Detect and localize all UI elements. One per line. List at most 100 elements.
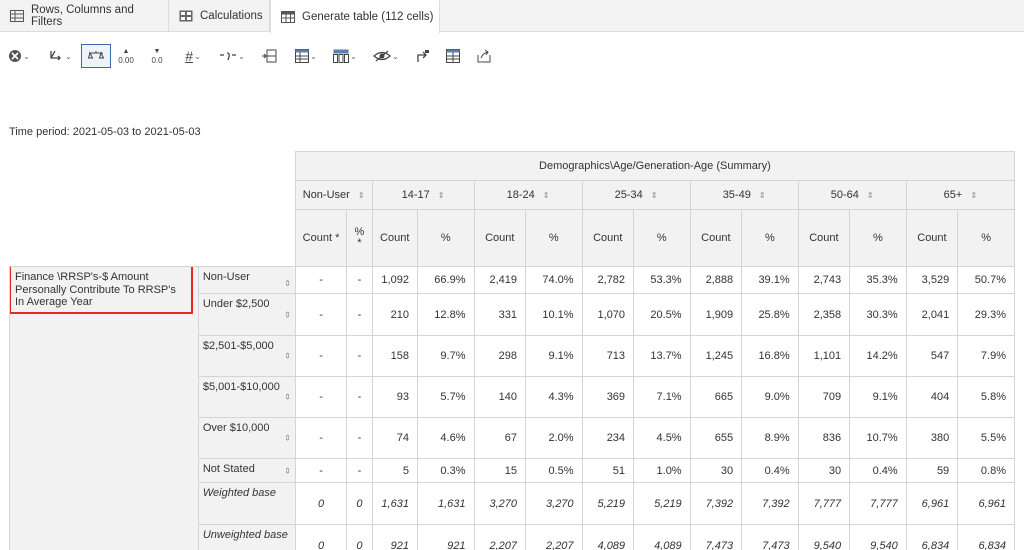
- table-cell: 921: [371, 524, 418, 550]
- decrease-decimals-button[interactable]: ▼ 0.0: [145, 44, 169, 68]
- table-view-button[interactable]: [443, 44, 463, 68]
- table-cell: 9.0%: [741, 376, 799, 418]
- increase-decimals-button[interactable]: ▲ 0.00: [114, 44, 138, 68]
- no-data-icon: [9, 50, 22, 62]
- sort-icon[interactable]: ⇕: [437, 191, 445, 200]
- table-cell: 5: [371, 458, 418, 483]
- toolbar: ⌄ ⌄ ▲ 0.00 ▼ 0.0 # ⌄ ⌄ ⌄ ⌄ ⌄: [0, 38, 1024, 72]
- table-cell: -: [294, 293, 348, 336]
- group-header-row: Non-User ⇕ 14-17 ⇕ 18-24 ⇕ 25-34 ⇕ 35-49 ⇕ 50…: [9, 180, 1016, 210]
- table-cell: 9,540: [849, 524, 907, 550]
- table-cell: 16.8%: [741, 335, 799, 377]
- table-cell: 51: [581, 458, 635, 483]
- sort-icon[interactable]: ⇕: [866, 191, 874, 200]
- export-icon: [477, 49, 491, 63]
- significance-button[interactable]: [81, 44, 111, 68]
- column-group-header[interactable]: 25-34 ⇕: [581, 180, 691, 210]
- table-cell: 67: [473, 417, 526, 459]
- sort-icon[interactable]: ⇕: [284, 433, 291, 443]
- table-cell: 547: [905, 335, 959, 377]
- table-cell: -: [346, 458, 373, 483]
- column-header: Count: [371, 209, 418, 267]
- column-header: Count: [473, 209, 526, 267]
- number-format-button[interactable]: # ⌄: [185, 48, 201, 64]
- swap-icon: [417, 50, 429, 62]
- table-cell: 29.3%: [957, 293, 1015, 336]
- columns-layout-button[interactable]: ⌄: [331, 44, 359, 68]
- sort-icon[interactable]: ⇕: [758, 191, 766, 200]
- tab-generate-table[interactable]: Generate table (112 cells): [270, 0, 440, 33]
- dash-format-button[interactable]: ⌄: [217, 44, 247, 68]
- columns-layout-icon: [333, 49, 350, 63]
- row-label-text: Unweighted base: [202, 529, 288, 541]
- column-group-header[interactable]: 65+ ⇕: [905, 180, 1016, 210]
- table-cell: 5.8%: [957, 376, 1015, 418]
- column-header: Count: [905, 209, 959, 267]
- tab-bar: Rows, Columns and Filters Calculations G…: [0, 0, 1024, 33]
- table-cell: -: [346, 417, 373, 459]
- sort-icon[interactable]: ⇕: [284, 466, 291, 475]
- sort-icon[interactable]: ⇕: [542, 191, 550, 200]
- row-label-text: Not Stated: [202, 463, 255, 475]
- merge-button[interactable]: ⌄: [46, 44, 74, 68]
- table-cell: 5.5%: [957, 417, 1015, 459]
- visibility-button[interactable]: ⌄: [372, 44, 400, 68]
- table-cell: -: [294, 376, 348, 418]
- tab-label: Generate table (112 cells): [302, 10, 434, 23]
- export-button[interactable]: [474, 44, 494, 68]
- table-cell: 7,392: [741, 482, 799, 525]
- table-cell: 4.5%: [633, 417, 691, 459]
- sort-icon[interactable]: ⇕: [970, 191, 978, 200]
- no-data-button[interactable]: ⌄: [6, 44, 32, 68]
- sort-icon[interactable]: ⇕: [284, 279, 291, 288]
- table-cell: 30.3%: [849, 293, 907, 336]
- table-cell: 9.7%: [416, 335, 475, 377]
- table-cell: 50.7%: [957, 266, 1015, 294]
- sort-icon[interactable]: ⇕: [284, 310, 291, 319]
- column-group-header[interactable]: Non-User ⇕: [294, 180, 373, 210]
- sort-icon[interactable]: ⇕: [284, 392, 291, 402]
- row-label-text: $5,001-$10,000: [202, 381, 280, 393]
- table-cell: 7.9%: [957, 335, 1015, 377]
- table-cell: 713: [581, 335, 635, 377]
- table-row: Under $2,500 ⇕ - -210 12.8% 331 10.1% 1,070 20.5…: [10, 293, 1015, 336]
- column-group-header[interactable]: 14-17 ⇕: [371, 180, 475, 210]
- table-cell: 5,219: [633, 482, 691, 525]
- row-insert-button[interactable]: [258, 44, 280, 68]
- table-layout-button[interactable]: ⌄: [292, 44, 320, 68]
- column-header: %: [633, 209, 691, 267]
- swap-button[interactable]: [413, 44, 433, 68]
- table-cell: 6,834: [905, 524, 959, 550]
- table-cell: 140: [473, 376, 526, 418]
- row-variable-label[interactable]: Finance \RRSP's-$ Amount Personally Cont…: [10, 267, 193, 314]
- sort-icon[interactable]: ⇕: [357, 191, 365, 200]
- column-header: % *: [346, 209, 373, 267]
- table-cell: 59: [905, 458, 959, 483]
- column-group-header[interactable]: 35-49 ⇕: [689, 180, 799, 210]
- table-cell: 210: [371, 293, 418, 336]
- table-cell: 1,631: [371, 482, 418, 525]
- row-label-text: Over $10,000: [202, 422, 270, 434]
- column-header: %: [525, 209, 583, 267]
- column-group-header[interactable]: 50-64 ⇕: [797, 180, 907, 210]
- table-cell: 0: [346, 482, 373, 525]
- table-layout-icon: [295, 49, 310, 63]
- table-cell: 9.1%: [849, 376, 907, 418]
- sort-icon[interactable]: ⇕: [650, 191, 658, 200]
- table-row: $2,501-$5,000 ⇕ - -158 9.7% 298 9.1% 713 13.7% 1,…: [10, 335, 1015, 377]
- increase-decimals-icon: 0.00: [118, 56, 134, 65]
- table-cell: 0.4%: [741, 458, 799, 483]
- table-row: Over $10,000 ⇕ - -74 4.6% 67 2.0% 234 4.5% 655 8.9…: [10, 417, 1015, 459]
- table-cell: -: [346, 266, 373, 294]
- tab-calculations[interactable]: Calculations: [169, 0, 270, 32]
- table-cell: 93: [371, 376, 418, 418]
- table-cell: 1,092: [371, 266, 418, 294]
- table-cell: -: [346, 376, 373, 418]
- table-cell: 3,529: [905, 266, 959, 294]
- tab-label: Calculations: [200, 10, 263, 22]
- tab-rows-columns-filters[interactable]: Rows, Columns and Filters: [0, 0, 169, 32]
- sort-icon[interactable]: ⇕: [284, 351, 291, 361]
- row-label-text: $2,501-$5,000: [202, 340, 274, 352]
- table-icon: [446, 49, 460, 63]
- column-group-header[interactable]: 18-24 ⇕: [473, 180, 583, 210]
